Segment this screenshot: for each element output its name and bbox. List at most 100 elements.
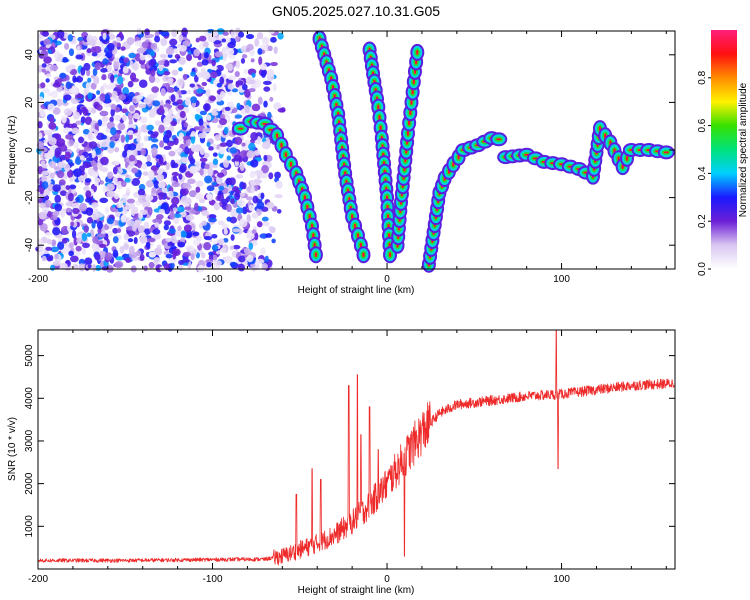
noise-blob	[64, 151, 72, 160]
noise-blob	[143, 97, 152, 105]
noise-blob	[177, 241, 186, 248]
noise-blob	[214, 51, 223, 58]
noise-blob	[233, 154, 242, 162]
noise-blob	[117, 122, 126, 131]
noise-blob	[125, 134, 130, 143]
noise-blob	[201, 59, 209, 66]
noise-blob	[207, 68, 213, 74]
snr-y-tick-label: 4000	[24, 387, 35, 410]
noise-blob	[184, 146, 190, 155]
noise-blob	[122, 86, 130, 96]
noise-blob	[125, 174, 130, 179]
noise-blob	[213, 260, 222, 267]
noise-blob	[263, 154, 268, 162]
noise-blob	[44, 232, 52, 237]
noise-blob	[195, 180, 204, 187]
snr-series-line	[37, 329, 676, 566]
noise-blob	[202, 127, 211, 133]
noise-blob	[115, 211, 121, 218]
noise-blob	[170, 120, 178, 127]
noise-blob	[212, 158, 219, 166]
noise-blob	[193, 144, 202, 153]
noise-blob	[198, 35, 207, 42]
noise-blob	[78, 263, 85, 272]
noise-blob	[267, 45, 273, 52]
noise-blob	[182, 251, 191, 257]
noise-blob	[148, 59, 155, 67]
noise-blob	[42, 188, 51, 197]
noise-blob	[179, 110, 186, 119]
noise-blob	[92, 166, 99, 171]
noise-blob	[171, 196, 180, 206]
noise-blob	[250, 185, 255, 194]
noise-blob	[199, 157, 208, 162]
spectrogram-y-tick-label: 40	[24, 49, 35, 61]
noise-blob	[67, 169, 74, 179]
noise-blob	[40, 236, 48, 244]
noise-blob	[156, 244, 162, 249]
noise-blob	[138, 103, 147, 109]
noise-blob	[234, 36, 240, 43]
spectrogram-x-tick-label: 100	[553, 274, 570, 285]
noise-blob	[172, 175, 178, 182]
noise-blob	[224, 106, 231, 111]
noise-blob	[228, 177, 236, 186]
noise-blob	[42, 30, 50, 37]
noise-blob	[276, 209, 282, 214]
noise-blob	[39, 45, 48, 51]
noise-blob	[162, 71, 171, 76]
noise-blob	[72, 77, 80, 83]
noise-blob	[55, 57, 61, 62]
noise-blob	[195, 107, 201, 113]
noise-blob	[99, 197, 109, 204]
noise-blob	[59, 72, 67, 79]
noise-blob	[165, 114, 173, 123]
noise-blob	[85, 190, 92, 198]
noise-blob	[152, 131, 159, 137]
noise-blob	[83, 62, 91, 71]
noise-blob	[260, 192, 265, 200]
noise-blob	[160, 88, 166, 97]
noise-blob	[118, 31, 123, 39]
noise-blob	[54, 203, 63, 212]
noise-blob	[92, 235, 99, 244]
noise-blob	[202, 41, 209, 48]
noise-blob	[223, 126, 229, 135]
noise-blob	[132, 98, 137, 104]
noise-blob	[63, 33, 70, 39]
noise-blob	[81, 106, 87, 114]
noise-blob	[172, 250, 177, 260]
noise-blob	[37, 166, 44, 175]
noise-blob	[248, 204, 255, 212]
noise-blob	[167, 77, 174, 84]
noise-blob	[120, 134, 125, 143]
noise-blob	[199, 169, 204, 176]
noise-blob	[72, 111, 81, 120]
noise-blob	[171, 162, 179, 169]
noise-blob	[113, 61, 120, 70]
noise-blob	[136, 47, 146, 54]
snr-ticks: -200 -100 0 100 1000 2000 3000 4000 5000	[24, 330, 675, 585]
noise-blob	[181, 27, 188, 37]
noise-blob	[145, 180, 154, 188]
noise-blob	[126, 187, 131, 193]
noise-blob	[87, 127, 96, 132]
noise-blob	[80, 116, 86, 124]
noise-blob	[105, 103, 110, 108]
noise-blob	[218, 35, 224, 40]
noise-blob	[81, 246, 87, 255]
noise-blob	[51, 239, 57, 247]
noise-blob	[49, 172, 55, 179]
noise-blob	[178, 56, 186, 65]
noise-blob	[232, 228, 241, 233]
noise-blob	[64, 42, 70, 50]
noise-blob	[213, 40, 222, 45]
noise-blob	[250, 131, 258, 141]
noise-blob	[36, 140, 45, 150]
noise-blob	[212, 152, 218, 157]
chart-title: GN05.2025.027.10.31.G05	[272, 3, 440, 19]
noise-blob	[256, 201, 265, 210]
noise-blob	[178, 165, 186, 174]
noise-blob	[107, 171, 114, 180]
noise-blob	[264, 255, 269, 263]
